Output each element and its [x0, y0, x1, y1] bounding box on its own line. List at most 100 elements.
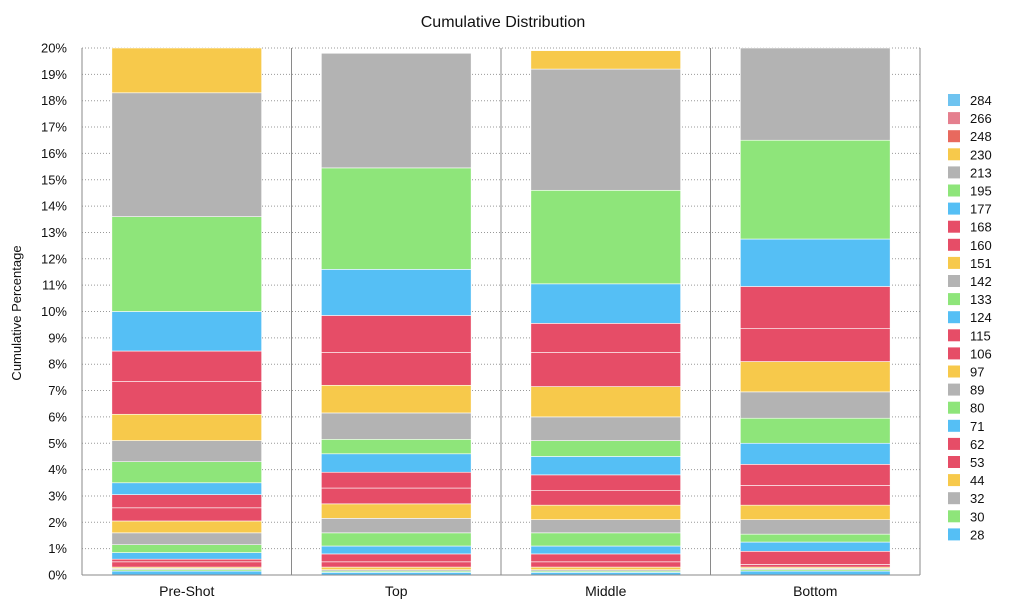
bar-segment-124 — [111, 482, 262, 495]
y-tick-label: 1% — [48, 541, 67, 556]
legend-swatch-62 — [948, 437, 960, 450]
bar-segment-230 — [530, 50, 681, 70]
bar-segment-133 — [530, 440, 681, 457]
legend-swatch-97 — [948, 365, 960, 378]
bar-segment-80 — [740, 533, 891, 543]
legend-swatch-230 — [948, 148, 960, 161]
y-tick-label: 16% — [41, 146, 67, 161]
bar-segment-97 — [740, 504, 891, 520]
legend-label: 89 — [970, 383, 984, 398]
bar-segment-142 — [321, 412, 472, 440]
legend-label: 195 — [970, 184, 992, 199]
legend-label: 97 — [970, 365, 984, 380]
legend-swatch-44 — [948, 474, 960, 487]
bar-segment-53 — [530, 561, 681, 568]
legend-label: 160 — [970, 238, 992, 253]
bar-segment-115 — [740, 464, 891, 486]
legend-label: 62 — [970, 437, 984, 452]
y-tick-label: 19% — [41, 67, 67, 82]
legend-label: 177 — [970, 202, 992, 217]
legend-label: 248 — [970, 129, 992, 144]
y-tick-label: 9% — [48, 330, 67, 345]
legend-swatch-32 — [948, 492, 960, 505]
bar-segment-71 — [321, 545, 472, 555]
legend-swatch-160 — [948, 238, 960, 251]
bar-segment-151 — [111, 413, 262, 441]
bar-segment-168 — [321, 315, 472, 353]
bar-segment-142 — [530, 416, 681, 441]
y-tick-label: 3% — [48, 488, 67, 503]
legend-label: 151 — [970, 256, 992, 271]
legend-label: 133 — [970, 292, 992, 307]
y-tick-label: 15% — [41, 172, 67, 187]
bar-segment-115 — [530, 474, 681, 491]
y-tick-label: 18% — [41, 93, 67, 108]
y-tick-label: 17% — [41, 120, 67, 135]
bar-segment-71 — [740, 541, 891, 552]
legend-label: 71 — [970, 419, 984, 434]
bar-segment-151 — [740, 361, 891, 393]
bar-segment-80 — [321, 532, 472, 547]
legend-label: 230 — [970, 147, 992, 162]
bar-segment-115 — [111, 494, 262, 509]
legend-swatch-266 — [948, 112, 960, 125]
bar-segment-195 — [740, 139, 891, 240]
bar-segment-71 — [111, 552, 262, 560]
bar-segment-230 — [111, 47, 262, 94]
y-tick-label: 6% — [48, 409, 67, 424]
y-tick-label: 14% — [41, 199, 67, 214]
bar-segment-89 — [111, 532, 262, 545]
bar-segment-124 — [321, 453, 472, 473]
bar-segment-115 — [321, 471, 472, 489]
chart-title: Cumulative Distribution — [421, 14, 586, 31]
bar-segment-97 — [111, 520, 262, 534]
legend-label: 80 — [970, 401, 984, 416]
y-tick-label: 11% — [42, 278, 67, 293]
bar-segment-124 — [530, 456, 681, 476]
bar-segment-133 — [321, 438, 472, 455]
bar-segment-195 — [530, 189, 681, 285]
legend-swatch-80 — [948, 401, 960, 414]
bar-segment-213 — [111, 92, 262, 217]
grid-lines — [81, 47, 921, 576]
y-axis-label: Cumulative Percentage — [9, 245, 24, 380]
bar-segment-62 — [321, 553, 472, 563]
legend-label: 168 — [970, 220, 992, 235]
legend-label: 32 — [970, 491, 984, 506]
bar-segment-151 — [321, 384, 472, 414]
bar-segment-106 — [321, 487, 472, 505]
bar-segment-106 — [740, 485, 891, 506]
legend-label: 28 — [970, 527, 984, 542]
bar-segment-142 — [111, 440, 262, 462]
legend-swatch-30 — [948, 510, 960, 523]
legend-swatch-151 — [948, 256, 960, 269]
legend-swatch-284 — [948, 94, 960, 106]
bar-segment-89 — [740, 519, 891, 535]
bar-segment-160 — [530, 352, 681, 387]
bar-segment-177 — [740, 238, 891, 287]
bar-segment-53 — [321, 561, 472, 568]
bar-segment-97 — [530, 504, 681, 520]
bar-segment-97 — [321, 503, 472, 519]
bar-segment-168 — [111, 350, 262, 382]
legend-swatch-115 — [948, 329, 960, 342]
legend-swatch-106 — [948, 347, 960, 360]
bar-segment-28 — [111, 570, 262, 576]
bar-segment-160 — [321, 352, 472, 386]
legend-swatch-28 — [948, 528, 960, 541]
legend-label: 213 — [970, 165, 992, 180]
bar-segment-168 — [530, 323, 681, 353]
bar-segment-213 — [740, 47, 891, 141]
legend-swatch-195 — [948, 184, 960, 197]
bar-stacks — [111, 47, 891, 576]
bar-segment-133 — [111, 461, 262, 484]
legend-swatch-133 — [948, 293, 960, 306]
legend-swatch-168 — [948, 220, 960, 233]
y-tick-label: 12% — [41, 251, 67, 266]
y-tick-label: 10% — [41, 304, 67, 319]
y-tick-label: 4% — [48, 462, 67, 477]
bar-segment-195 — [321, 167, 472, 270]
bar-segment-195 — [111, 216, 262, 312]
legend-swatch-89 — [948, 383, 960, 396]
legend-label: 30 — [970, 509, 984, 524]
